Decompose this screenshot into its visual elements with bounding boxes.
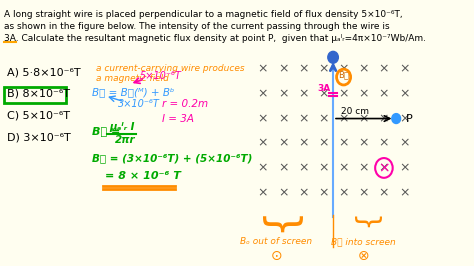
Circle shape [328,51,338,63]
Text: ×: × [318,137,328,150]
Text: Bᶀ =: Bᶀ = [92,126,120,136]
Text: ×: × [338,87,349,100]
Text: ×: × [338,186,349,199]
Text: Bᶀ = (3×10⁻⁶T) + (5×10⁻⁶T): Bᶀ = (3×10⁻⁶T) + (5×10⁻⁶T) [92,153,253,163]
Text: ×: × [358,186,369,199]
Text: = 8 × 10⁻⁶ T: = 8 × 10⁻⁶ T [105,171,181,181]
Circle shape [392,114,401,123]
Text: ×: × [258,186,268,199]
Text: ×: × [399,112,410,125]
Text: ⊙: ⊙ [270,249,282,263]
Text: ×: × [338,137,349,150]
Text: I = 3A: I = 3A [162,114,194,124]
Text: 20 cm: 20 cm [341,107,369,116]
Text: ×: × [358,87,369,100]
Text: ×: × [298,63,309,76]
Text: 3A. Calculate the resultant magnetic flux density at point P,  given that μₐᴵᵣ=4: 3A. Calculate the resultant magnetic flu… [4,34,427,43]
Text: ×: × [379,87,389,100]
Text: ×: × [278,87,288,100]
Text: ×: × [318,112,328,125]
Text: ×: × [378,161,390,175]
Text: C) 5×10⁻⁶T: C) 5×10⁻⁶T [7,111,70,121]
Text: ×: × [399,137,410,150]
Text: ×: × [358,63,369,76]
Text: ⊗: ⊗ [358,249,370,263]
Text: ×: × [379,137,389,150]
Text: ×: × [298,112,309,125]
Text: μₐᴵᵣ I: μₐᴵᵣ I [109,123,135,132]
Text: ×: × [338,63,349,76]
Text: }: } [350,215,378,233]
Text: r = 0.2m: r = 0.2m [162,99,208,109]
Text: }: } [255,215,297,242]
Text: 3A: 3A [318,84,331,93]
Text: ×: × [278,63,288,76]
Text: ×: × [399,161,410,174]
Text: ×: × [379,63,389,76]
Text: ×: × [298,87,309,100]
Text: ×: × [358,161,369,174]
Text: ×: × [278,112,288,125]
Text: P: P [406,114,412,123]
Text: a current-carrying wire produces: a current-carrying wire produces [96,64,245,73]
Text: ×: × [258,112,268,125]
Text: ×: × [379,112,389,125]
Text: 3×10⁻⁶T: 3×10⁻⁶T [118,99,160,109]
Text: ×: × [258,87,268,100]
Text: Bᶀ = Bᶀ(ᴹ) + Bᵇ: Bᶀ = Bᶀ(ᴹ) + Bᵇ [92,87,174,97]
Text: ×: × [338,112,349,125]
Text: A long straight wire is placed perpendicular to a magnetic field of flux density: A long straight wire is placed perpendic… [4,10,403,19]
Text: ×: × [399,87,410,100]
Text: D) 3×10⁻⁶T: D) 3×10⁻⁶T [7,132,71,142]
Text: ×: × [399,186,410,199]
Text: ×: × [258,161,268,174]
Text: A) 5·8×10⁻⁶T: A) 5·8×10⁻⁶T [7,67,81,77]
Text: ×: × [318,161,328,174]
Text: B) 8×10⁻⁶T: B) 8×10⁻⁶T [7,89,70,99]
Text: ×: × [298,137,309,150]
Text: Bᶀ into screen: Bᶀ into screen [331,237,396,246]
Text: ×: × [338,161,349,174]
Text: as shown in the figure below. The intensity of the current passing through the w: as shown in the figure below. The intens… [4,22,390,31]
Text: ×: × [258,63,268,76]
Text: ×: × [318,63,328,76]
Text: ×: × [318,87,328,100]
Text: ×: × [379,161,389,174]
Text: a magnetic field: a magnetic field [96,74,169,83]
Text: 2πr: 2πr [115,135,136,145]
Text: ×: × [358,137,369,150]
Text: ×: × [318,186,328,199]
Text: ×: × [298,161,309,174]
FancyBboxPatch shape [241,54,394,227]
Text: Bᶀ: Bᶀ [338,70,349,80]
Text: ×: × [258,137,268,150]
Text: ×: × [399,63,410,76]
Text: ×: × [358,112,369,125]
Text: 5×10⁻⁶T: 5×10⁻⁶T [140,71,182,81]
Text: Bₒ out of screen: Bₒ out of screen [240,237,312,246]
Text: ×: × [379,186,389,199]
Text: ×: × [278,137,288,150]
Text: ×: × [278,186,288,199]
Text: ×: × [298,186,309,199]
Text: ×: × [278,161,288,174]
